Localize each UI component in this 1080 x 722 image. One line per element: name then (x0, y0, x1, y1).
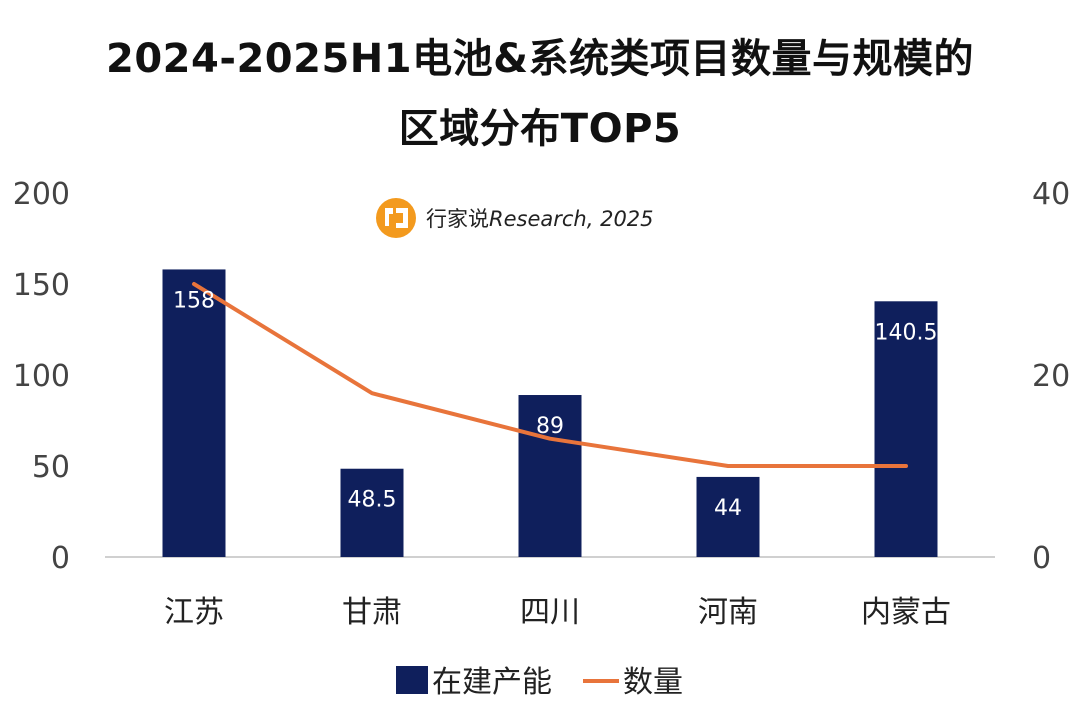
line-series (192, 282, 908, 468)
bar (874, 301, 938, 557)
bar-data-label: 140.5 (875, 320, 938, 345)
bar-data-label: 158 (173, 288, 215, 313)
watermark: 行家说Research, 2025 (376, 198, 654, 238)
right-tick-label: 20 (1032, 359, 1070, 394)
bar (340, 468, 404, 557)
bar-data-label: 89 (536, 414, 564, 439)
left-tick-label: 100 (13, 359, 70, 394)
svg-text:行家说Research, 2025: 行家说Research, 2025 (426, 207, 654, 231)
left-tick-label: 200 (13, 177, 70, 212)
brand-logo-icon (376, 198, 416, 238)
legend-swatch-bar (396, 666, 428, 694)
left-tick-label: 150 (13, 268, 70, 303)
left-axis: 0 50 100 150 200 (13, 177, 70, 576)
category-label: 河南 (698, 595, 758, 630)
legend: 在建产能 数量 (396, 665, 683, 700)
category-label: 内蒙古 (861, 595, 951, 630)
watermark-suffix: Research, 2025 (489, 207, 654, 231)
category-labels: 江苏 甘肃 四川 河南 内蒙古 (164, 595, 951, 630)
category-label: 四川 (520, 595, 580, 630)
category-label: 甘肃 (342, 595, 402, 630)
right-axis: 0 20 40 (1032, 177, 1070, 576)
brand-logo-mark (385, 208, 408, 228)
bar (518, 395, 582, 557)
left-tick-label: 0 (51, 541, 70, 576)
chart-title-line-1: 2024-2025H1电池&系统类项目数量与规模的 (106, 36, 974, 82)
right-tick-label: 0 (1032, 541, 1051, 576)
bar-data-labels: 158 48.5 89 44 140.5 (173, 288, 937, 520)
watermark-brand: 行家说 (426, 207, 489, 231)
bar (162, 269, 226, 557)
left-tick-label: 50 (32, 450, 70, 485)
right-tick-label: 40 (1032, 177, 1070, 212)
chart-title-line-2: 区域分布TOP5 (398, 106, 682, 152)
legend-label-bar: 在建产能 (432, 665, 552, 700)
bar-series (162, 269, 938, 557)
category-label: 江苏 (164, 595, 224, 630)
legend-label-line: 数量 (623, 665, 683, 700)
bar-data-label: 44 (714, 496, 742, 521)
bar-data-label: 48.5 (348, 488, 397, 513)
bar (696, 476, 760, 557)
